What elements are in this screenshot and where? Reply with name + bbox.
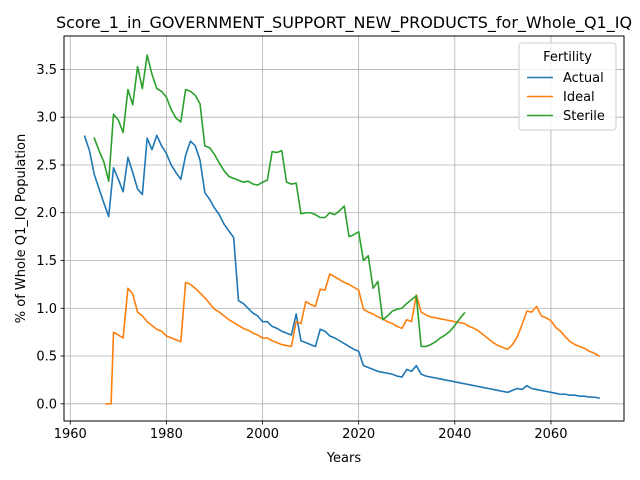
plot-frame	[63, 35, 625, 422]
series-line-sterile	[93, 54, 466, 348]
y-axis-label: % of Whole Q1_IQ Population	[14, 134, 29, 323]
axis-ticks: 1960 1980 2000 2020 2040 2060 0.0 0.5 1.0 1.5 2.0 2…	[36, 63, 567, 442]
x-tick-label: 2020	[342, 427, 375, 442]
y-tick-label: 1.5	[36, 254, 57, 269]
x-tick-label: 1980	[150, 427, 183, 442]
series-line-actual	[83, 134, 600, 400]
legend-label-sterile: Sterile	[563, 109, 605, 124]
x-tick-label: 2000	[246, 427, 279, 442]
y-tick-label: 1.0	[36, 302, 57, 317]
x-tick-label: 1960	[54, 427, 87, 442]
y-tick-label: 3.0	[36, 111, 57, 126]
x-tick-label: 2040	[438, 427, 471, 442]
y-tick-label: 2.0	[36, 206, 57, 221]
legend-label-actual: Actual	[563, 71, 604, 86]
y-tick-label: 2.5	[36, 158, 57, 173]
y-tick-label: 0.0	[36, 397, 57, 412]
legend-title: Fertility	[543, 50, 592, 65]
x-tick-label: 2060	[534, 427, 567, 442]
y-tick-label: 0.5	[36, 350, 57, 365]
legend-label-ideal: Ideal	[563, 90, 595, 105]
legend: Fertility Actual Ideal Sterile	[518, 42, 617, 131]
x-axis-label: Years	[326, 451, 362, 466]
chart-title: Score_1_in_GOVERNMENT_SUPPORT_NEW_PRODUC…	[56, 13, 632, 33]
series-line-ideal	[105, 273, 601, 405]
legend-box	[518, 42, 617, 131]
data-series	[83, 54, 601, 405]
y-tick-label: 3.5	[36, 63, 57, 78]
legend-entries: Actual Ideal Sterile	[527, 71, 605, 124]
